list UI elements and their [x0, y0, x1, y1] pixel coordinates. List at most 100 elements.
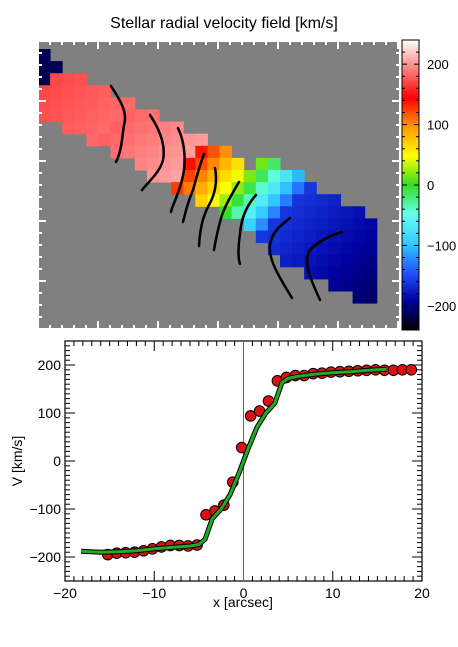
x-axis-label: x [arcsec] — [213, 594, 273, 610]
y-tick-label: −100 — [29, 501, 61, 517]
map-cell — [316, 218, 329, 231]
x-tick-label: 0 — [240, 585, 248, 601]
map-cell — [316, 242, 329, 256]
map-cell — [292, 194, 305, 207]
map-cell — [98, 133, 112, 147]
map-cell — [304, 230, 317, 244]
map-cell — [280, 206, 293, 219]
map-cell — [62, 97, 75, 110]
model-line-outline — [80, 366, 387, 555]
y-tick-label: 100 — [38, 405, 62, 421]
map-cell — [304, 206, 317, 219]
map-cell — [146, 145, 160, 159]
velocity-contours — [109, 84, 344, 302]
map-cell — [219, 145, 233, 159]
map-cells — [38, 49, 378, 304]
map-cell — [122, 121, 136, 135]
map-cell — [134, 121, 148, 135]
map-cell — [50, 73, 63, 86]
map-cell — [134, 109, 148, 123]
colorbar-tick-label: −200 — [427, 299, 456, 314]
map-cell — [146, 133, 160, 147]
map-cell — [86, 109, 99, 123]
map-cell — [340, 206, 354, 219]
map-cell — [340, 218, 354, 231]
map-cell — [159, 170, 172, 183]
map-cell — [255, 157, 269, 171]
colorbar-tick-label: 0 — [427, 178, 434, 193]
map-cell — [159, 121, 172, 135]
y-tick-label: 0 — [53, 453, 61, 469]
plot-series — [80, 364, 418, 561]
map-cell — [98, 97, 112, 110]
map-cell — [316, 266, 329, 280]
map-cell — [38, 61, 51, 74]
contour-line — [109, 84, 127, 164]
map-cell — [255, 194, 269, 207]
map-cell — [38, 97, 51, 110]
map-cell — [304, 194, 317, 207]
map-cell — [340, 254, 354, 268]
model-line — [81, 367, 387, 554]
map-cell — [292, 230, 305, 244]
map-cell — [292, 218, 305, 231]
contour-line — [140, 113, 165, 192]
data-point — [405, 364, 418, 376]
map-cell — [243, 218, 257, 231]
map-title: Stellar radial velocity field [km/s] — [110, 15, 338, 32]
map-cell — [122, 133, 136, 147]
map-cell — [62, 121, 75, 135]
map-cell — [292, 170, 305, 183]
map-cell — [340, 278, 354, 292]
map-cell — [364, 278, 378, 292]
contour-line — [181, 152, 206, 224]
map-cell — [38, 73, 51, 86]
map-cell — [110, 121, 124, 135]
map-cell — [292, 254, 305, 268]
map-cell — [183, 170, 196, 183]
contour-line — [305, 230, 344, 302]
map-cell — [231, 157, 245, 171]
contour-line — [197, 166, 218, 248]
map-cell — [328, 218, 341, 231]
map-cell — [255, 218, 269, 231]
map-cell — [328, 278, 341, 292]
map-cell — [280, 218, 293, 231]
contour-line — [268, 216, 294, 300]
map-cell — [304, 182, 317, 195]
map-cell — [280, 242, 293, 256]
map-cell — [86, 85, 99, 98]
map-cell — [74, 73, 87, 86]
map-cell — [195, 133, 208, 147]
map-cell — [183, 157, 196, 171]
map-ticks — [38, 41, 400, 329]
map-cell — [219, 182, 233, 195]
map-cell — [98, 109, 112, 123]
map-cell — [328, 206, 341, 219]
map-cell — [219, 157, 233, 171]
map-cell — [86, 133, 99, 147]
x-tick-label: 10 — [325, 585, 341, 601]
map-cell — [316, 206, 329, 219]
map-cell — [328, 254, 341, 268]
map-cell — [183, 145, 196, 159]
map-cell — [364, 242, 378, 256]
map-cell — [195, 194, 208, 207]
colorbar-tick-label: 100 — [427, 118, 449, 133]
map-cell — [352, 218, 366, 231]
map-cell — [280, 230, 293, 244]
map-cell — [267, 170, 281, 183]
map-cell — [207, 170, 220, 183]
map-cell — [62, 85, 75, 98]
map-cell — [267, 206, 281, 219]
map-cell — [98, 85, 112, 98]
x-tick-label: 20 — [414, 585, 430, 601]
map-cell — [255, 230, 269, 244]
map-cell — [231, 206, 245, 219]
map-cell — [304, 218, 317, 231]
map-cell — [50, 109, 63, 123]
map-cell — [316, 254, 329, 268]
map-cell — [122, 97, 136, 110]
map-cell — [328, 266, 341, 280]
